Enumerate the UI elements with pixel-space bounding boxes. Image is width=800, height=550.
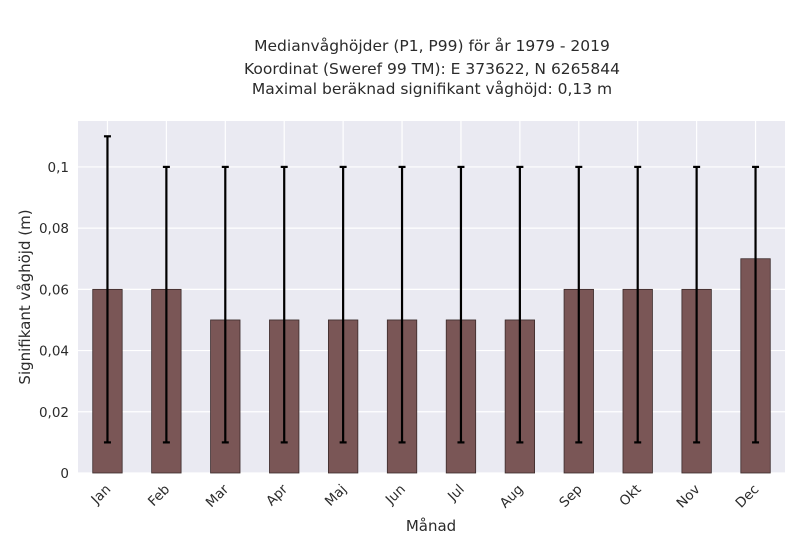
x-tick-label: Apr xyxy=(263,481,291,509)
x-tick-label: Jan xyxy=(88,482,115,509)
chart-title-line-3: Maximal beräknad signifikant våghöjd: 0,… xyxy=(252,80,612,98)
x-tick-label: Jul xyxy=(444,482,468,506)
x-tick-label: Mar xyxy=(203,481,233,511)
y-tick-label: 0,08 xyxy=(39,221,69,237)
chart-title-line-1: Medianvåghöjder (P1, P99) för år 1979 - … xyxy=(254,37,610,55)
x-tick-label: Feb xyxy=(145,482,173,510)
x-axis-label: Månad xyxy=(406,517,456,535)
x-tick-label: Aug xyxy=(497,482,527,512)
x-tick-label: Nov xyxy=(674,482,704,512)
x-tick-label: Jun xyxy=(382,482,409,509)
x-tick-label: Dec xyxy=(733,482,763,512)
y-tick-label: 0,02 xyxy=(39,405,69,421)
x-tick-label: Sep xyxy=(556,482,585,511)
plot-area xyxy=(78,121,785,473)
chart-title-line-2: Koordinat (Sweref 99 TM): E 373622, N 62… xyxy=(244,60,620,78)
x-tick-label: Okt xyxy=(616,482,644,510)
y-tick-label: 0,1 xyxy=(48,160,69,176)
error-bars xyxy=(103,135,760,444)
y-tick-label: 0,04 xyxy=(39,344,69,360)
x-axis: Jan Feb Mar Apr Maj Jun Jul Aug Sep Okt Nov Dec xyxy=(88,481,763,511)
y-tick-label: 0,06 xyxy=(39,282,69,298)
y-tick-label: 0 xyxy=(60,466,69,482)
y-axis: 0 0,02 0,04 0,06 0,08 0,1 xyxy=(39,160,69,482)
chart-title: Medianvåghöjder (P1, P99) för år 1979 - … xyxy=(244,37,620,98)
y-axis-label: Signifikant våghöjd (m) xyxy=(16,209,34,384)
x-tick-label: Maj xyxy=(322,482,350,510)
